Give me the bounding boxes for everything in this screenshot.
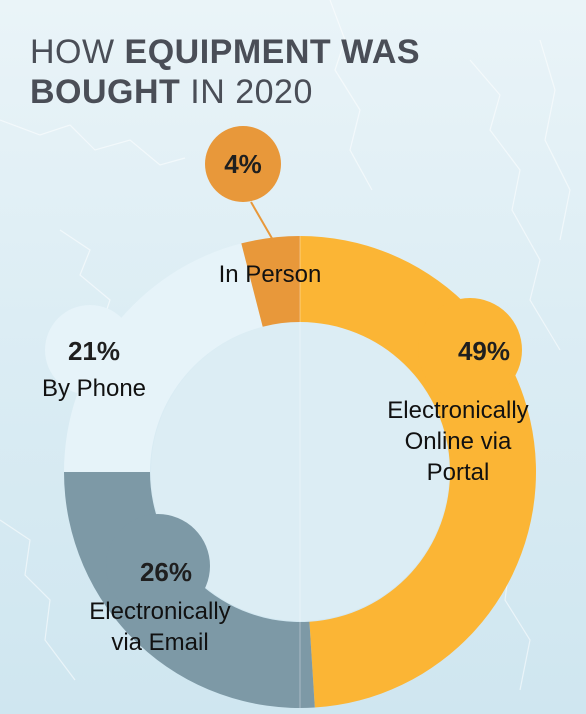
value-label-in-person: 4% xyxy=(224,149,262,179)
category-label-in-person: In Person xyxy=(219,261,322,288)
value-label-electronically-online-via-portal: 49% xyxy=(458,336,510,366)
title-part-3: BOUGHT xyxy=(30,73,181,111)
label-bubble-electronically-via-email xyxy=(106,514,210,618)
label-bubble-electronically-online-via-portal xyxy=(418,298,522,402)
label-bubble-by-phone xyxy=(45,305,135,395)
value-label-by-phone: 21% xyxy=(68,336,120,366)
title-part-4: IN 2020 xyxy=(180,73,313,111)
slice-by-phone xyxy=(64,243,263,472)
callout-line-in-person xyxy=(250,201,275,242)
callout-bubble-in-person xyxy=(205,126,281,202)
category-label-electronically-via-email: Electronically via Email xyxy=(89,598,230,656)
donut-hole xyxy=(151,323,449,621)
title-part-2: EQUIPMENT WAS xyxy=(124,33,421,71)
chart-title: HOW EQUIPMENT WAS BOUGHT IN 2020 xyxy=(30,32,450,112)
title-part-1: HOW xyxy=(30,33,125,71)
value-label-electronically-via-email: 26% xyxy=(140,557,192,587)
slice-in-person xyxy=(241,236,300,327)
category-label-by-phone: By Phone xyxy=(42,375,146,402)
category-label-electronically-online-via-portal: Electronically Online via Portal xyxy=(387,397,528,486)
